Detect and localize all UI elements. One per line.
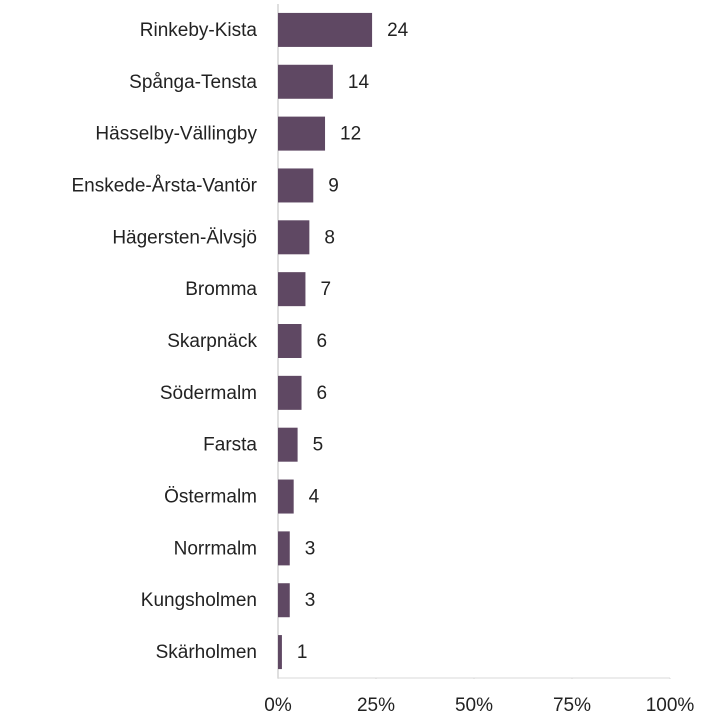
data-label: 4 (309, 487, 320, 508)
y-tick-label: Farsta (203, 435, 257, 456)
bar (278, 12, 373, 47)
data-label: 14 (348, 72, 370, 93)
data-label: 9 (328, 175, 339, 196)
data-label: 24 (387, 20, 409, 41)
data-label: 12 (340, 124, 361, 145)
x-tick-label: 50% (455, 695, 493, 716)
bar (278, 272, 306, 307)
y-tick-label: Kungsholmen (141, 590, 257, 611)
bar (278, 531, 290, 566)
data-label: 6 (317, 331, 328, 352)
bar (278, 427, 298, 462)
bar (278, 324, 302, 358)
bar (278, 168, 314, 203)
data-label: 3 (305, 538, 316, 559)
y-tick-label: Skärholmen (156, 642, 257, 663)
y-tick-label: Enskede-Årsta-Vantör (71, 175, 257, 196)
data-label: 7 (320, 279, 331, 300)
y-tick-label: Hässelby-Vällingby (95, 124, 257, 145)
bar (278, 583, 290, 618)
data-label: 8 (324, 227, 335, 248)
y-tick-label: Rinkeby-Kista (140, 20, 258, 41)
x-tick-label: 75% (553, 695, 591, 716)
y-tick-label: Spånga-Tensta (129, 72, 257, 93)
bar (278, 64, 333, 99)
data-label: 1 (297, 642, 308, 663)
x-tick-label: 0% (264, 695, 292, 716)
y-tick-label: Östermalm (164, 487, 257, 508)
y-tick-label: Norrmalm (174, 538, 257, 559)
data-label: 3 (305, 590, 316, 611)
bar (278, 220, 310, 255)
bar (278, 479, 294, 514)
y-tick-label: Hägersten-Älvsjö (112, 227, 257, 248)
y-tick-label: Bromma (185, 279, 257, 300)
x-tick-label: 25% (357, 695, 395, 716)
bar (278, 116, 326, 151)
bar (278, 375, 302, 410)
data-label: 6 (317, 383, 328, 404)
data-label: 5 (313, 435, 324, 456)
y-tick-label: Skarpnäck (167, 331, 257, 352)
bar (278, 635, 282, 670)
y-tick-label: Södermalm (160, 383, 257, 404)
x-tick-label: 100% (646, 695, 695, 716)
